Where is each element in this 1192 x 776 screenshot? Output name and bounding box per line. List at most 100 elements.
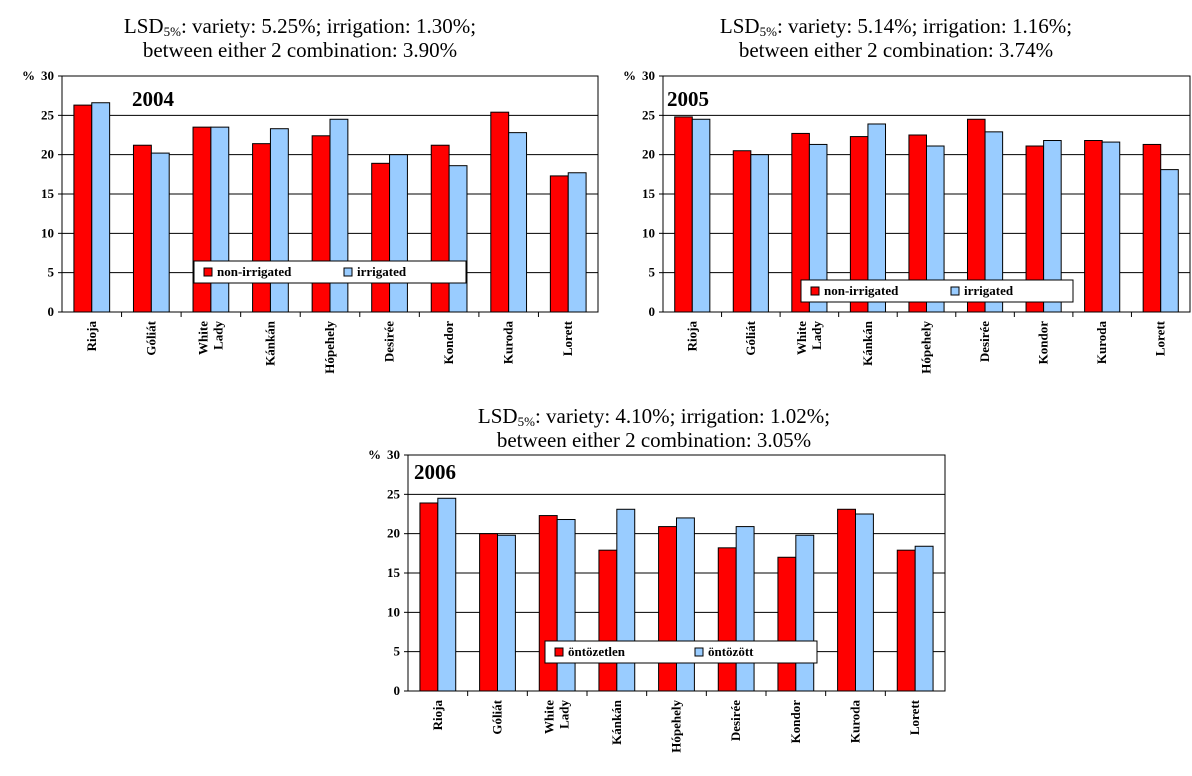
x-tick-label-group: Desirée: [728, 700, 743, 741]
legend-swatch: [950, 286, 960, 296]
x-tick-label: Lady: [809, 321, 824, 350]
bar-series1: [1084, 140, 1103, 313]
bar-series1: [538, 515, 558, 692]
bar-chart-2006: 0 5 10 15 20 25 30% Rioja Góliát White Lady Kánkán H…: [368, 447, 946, 753]
title-line-1: LSD5%: variety: 4.10%; irrigation: 1.02%…: [477, 404, 831, 429]
x-tick-label: Kuroda: [848, 700, 863, 744]
legend: [544, 640, 818, 664]
bar-series2: [1043, 140, 1062, 313]
bar-series2: [676, 517, 695, 692]
bar-series2: [914, 545, 934, 692]
x-tick-label-group: Kondor: [441, 321, 456, 365]
y-axis-label: %: [22, 68, 35, 83]
legend: [193, 260, 467, 284]
x-tick-label: Kuroda: [501, 321, 516, 365]
y-tick-label: 30: [387, 447, 400, 462]
bar-series2: [750, 154, 769, 313]
y-tick-label: 15: [642, 186, 656, 201]
bar-series2: [616, 508, 636, 692]
bar-series2: [437, 497, 457, 692]
bar-series1: [311, 135, 331, 313]
legend-label: irrigated: [357, 264, 407, 279]
y-tick-label: 25: [642, 107, 656, 122]
bar-chart-2004: 0 5 10 15 20 25 30% Rioja Góliát White Lady Kánkán H…: [22, 68, 599, 374]
bar-series1: [837, 508, 857, 692]
x-tick-label: Lady: [557, 700, 572, 729]
y-tick-label: 20: [642, 147, 655, 162]
x-tick-label: White: [542, 700, 557, 734]
x-tick-label: Hópehely: [322, 321, 337, 374]
bar-series2: [448, 165, 468, 313]
bar-series1: [430, 144, 450, 313]
x-tick-label-group: Hópehely: [919, 321, 934, 374]
x-tick-label-group: Rioja: [84, 321, 99, 352]
y-tick-label: 5: [48, 265, 55, 280]
bar-series1: [419, 502, 439, 692]
x-tick-label: Góliát: [490, 699, 505, 734]
x-tick-label: Lorett: [907, 699, 922, 735]
title-line-2: between either 2 combination: 3.90%: [142, 38, 458, 62]
x-tick-label-group: White Lady: [542, 700, 572, 734]
x-tick-label: Lorett: [560, 320, 575, 356]
bar-series2: [556, 519, 576, 692]
bar-series2: [508, 132, 528, 313]
x-tick-label-group: Góliát: [143, 320, 158, 355]
bar-series1: [777, 556, 797, 692]
bar-series1: [252, 143, 271, 313]
bar-series1: [371, 162, 391, 313]
chart-2006: LSD5%: variety: 4.10%; irrigation: 1.02%…: [355, 390, 955, 776]
x-tick-label: Lorett: [1153, 320, 1168, 356]
bar-series1: [658, 526, 678, 692]
y-tick-label: 10: [387, 604, 400, 619]
bar-series2: [808, 143, 828, 313]
bar-series1: [192, 126, 212, 313]
bar-series1: [732, 150, 752, 313]
y-tick-label: 0: [48, 304, 55, 319]
bar-series1: [132, 144, 152, 313]
bar-series2: [867, 123, 887, 313]
bar-series2: [926, 145, 945, 313]
x-tick-label: Desirée: [728, 700, 743, 741]
legend-swatch: [810, 286, 820, 296]
x-tick-label-group: Rioja: [684, 321, 699, 352]
bar-series2: [497, 534, 516, 692]
x-tick-label-group: Kuroda: [848, 700, 863, 744]
bar-series2: [795, 534, 815, 692]
bar-series2: [210, 126, 230, 313]
legend-label: non-irrigated: [824, 283, 899, 298]
title-line-2: between either 2 combination: 3.05%: [496, 428, 812, 452]
x-tick-label: Rioja: [430, 700, 445, 731]
legend-swatch: [203, 267, 213, 277]
x-tick-label: Kondor: [441, 321, 456, 365]
x-tick-label-group: Kuroda: [501, 321, 516, 365]
legend-label: non-irrigated: [217, 264, 292, 279]
bar-series1: [717, 547, 737, 692]
y-tick-label: 0: [394, 683, 401, 698]
chart-title: LSD5%: variety: 4.10%; irrigation: 1.02%…: [355, 404, 953, 452]
x-tick-label: Rioja: [84, 321, 99, 352]
x-tick-label-group: Góliát: [490, 699, 505, 734]
y-tick-label: 15: [387, 565, 401, 580]
legend-swatch: [343, 267, 353, 277]
y-tick-label: 5: [649, 265, 656, 280]
x-tick-label-group: Lorett: [1153, 320, 1168, 356]
bar-series1: [598, 549, 618, 692]
y-axis-label: %: [368, 447, 381, 462]
bar-series2: [735, 526, 755, 692]
bar-series2: [1101, 141, 1121, 313]
chart-title: LSD5%: variety: 5.25%; irrigation: 1.30%…: [0, 14, 600, 62]
x-tick-label-group: Kánkán: [609, 699, 624, 745]
title-line-2: between either 2 combination: 3.74%: [738, 38, 1054, 62]
y-axis-label: %: [623, 68, 636, 83]
legend-label: irrigated: [964, 283, 1014, 298]
bar-series2: [91, 102, 111, 313]
x-tick-label: Kondor: [788, 700, 803, 744]
year-label: 2006: [414, 460, 456, 484]
x-tick-label-group: Kuroda: [1094, 321, 1109, 365]
bar-series2: [855, 513, 874, 692]
x-tick-label: Hópehely: [669, 700, 684, 753]
y-tick-label: 20: [387, 526, 400, 541]
x-tick-label: Góliát: [143, 320, 158, 355]
x-tick-label: Desirée: [977, 321, 992, 362]
legend-swatch: [554, 647, 564, 657]
